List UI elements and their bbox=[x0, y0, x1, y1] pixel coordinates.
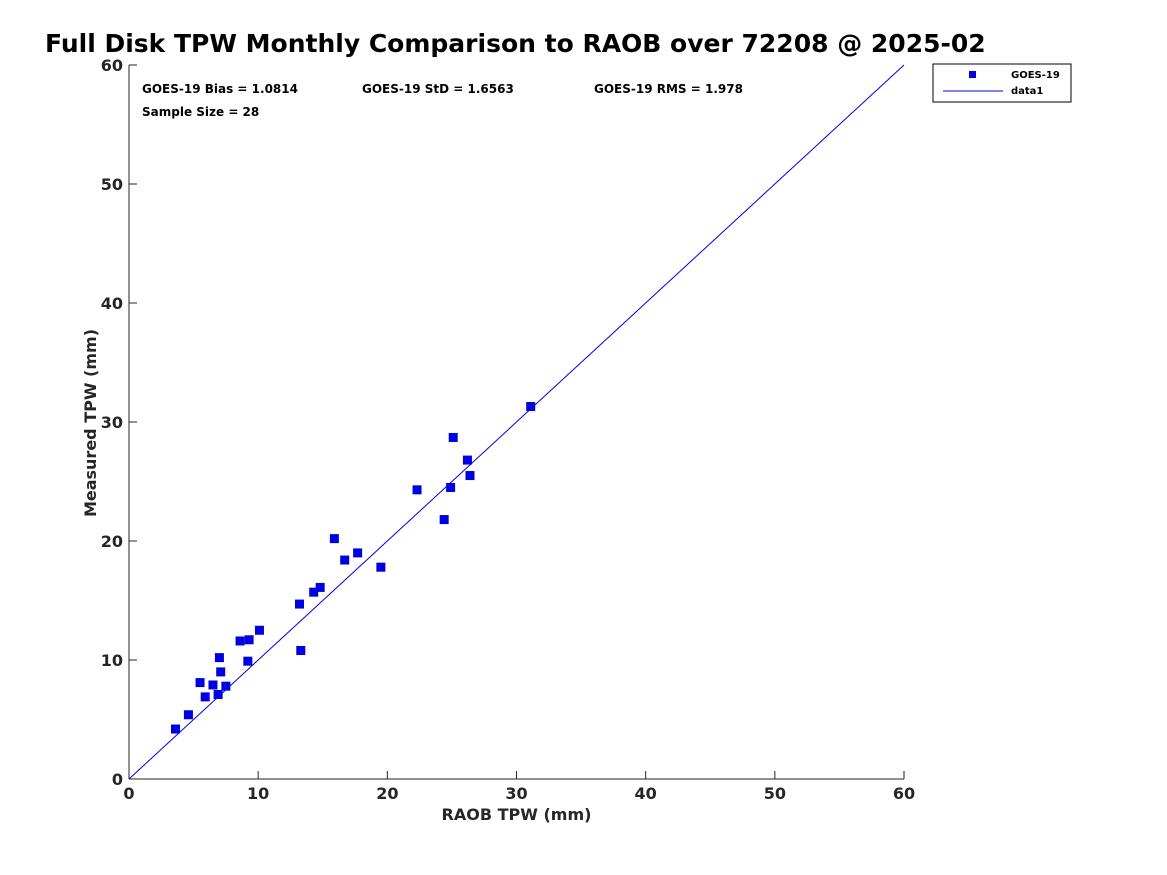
chart-title: Full Disk TPW Monthly Comparison to RAOB… bbox=[45, 29, 986, 58]
data-point bbox=[195, 678, 205, 688]
stat-rms: GOES-19 RMS = 1.978 bbox=[594, 82, 743, 96]
data-point bbox=[376, 562, 386, 572]
data-point bbox=[448, 432, 458, 442]
data-point bbox=[353, 548, 363, 558]
y-tick-label: 30 bbox=[101, 413, 123, 432]
data-point bbox=[465, 471, 475, 481]
y-tick-label: 10 bbox=[101, 651, 123, 670]
data-point bbox=[171, 724, 180, 734]
data-point bbox=[526, 402, 536, 412]
data-point bbox=[446, 482, 456, 492]
y-tick-label: 20 bbox=[101, 532, 123, 551]
data-point bbox=[221, 681, 231, 691]
data-point bbox=[235, 636, 245, 646]
stat-std: GOES-19 StD = 1.6563 bbox=[362, 82, 514, 96]
data-point bbox=[329, 534, 339, 544]
data-point bbox=[462, 455, 472, 465]
axes: 0 10 20 30 40 50 60 0 10 20 30 40 50 60 bbox=[101, 56, 915, 803]
data-point bbox=[295, 599, 304, 609]
data-point bbox=[214, 653, 224, 663]
plot-area bbox=[128, 64, 905, 780]
data-point bbox=[244, 635, 254, 645]
legend-label-data1: data1 bbox=[1011, 86, 1043, 97]
data-point bbox=[213, 690, 223, 700]
x-tick-label: 60 bbox=[893, 784, 915, 803]
y-axis-label: Measured TPW (mm) bbox=[81, 329, 100, 517]
data-point bbox=[243, 656, 253, 666]
x-axis-label: RAOB TPW (mm) bbox=[442, 805, 592, 824]
y-tick-label: 0 bbox=[112, 770, 123, 789]
legend-marker-goes19 bbox=[969, 71, 976, 78]
series-line-data1 bbox=[128, 64, 905, 780]
data-point bbox=[254, 625, 264, 635]
data-point bbox=[439, 515, 449, 525]
stat-bias: GOES-19 Bias = 1.0814 bbox=[142, 82, 298, 96]
stat-sample-size: Sample Size = 28 bbox=[142, 105, 259, 119]
data-point bbox=[315, 582, 325, 592]
data-point bbox=[309, 587, 319, 597]
data-point bbox=[208, 680, 218, 690]
y-tick-label: 60 bbox=[101, 56, 123, 75]
data-point bbox=[296, 645, 306, 655]
x-tick-label: 40 bbox=[635, 784, 657, 803]
y-tick-label: 50 bbox=[101, 175, 123, 194]
legend-label-goes19: GOES-19 bbox=[1011, 70, 1060, 81]
x-tick-label: 10 bbox=[247, 784, 269, 803]
data-point bbox=[412, 485, 422, 495]
x-tick-label: 20 bbox=[376, 784, 398, 803]
y-tick-label: 40 bbox=[101, 294, 123, 313]
x-tick-label: 30 bbox=[505, 784, 527, 803]
x-tick-label: 50 bbox=[764, 784, 786, 803]
legend-box bbox=[932, 63, 1072, 103]
data-point bbox=[183, 710, 193, 720]
data-point bbox=[340, 555, 350, 565]
data-point bbox=[200, 692, 210, 702]
x-tick-label: 0 bbox=[123, 784, 134, 803]
data-point bbox=[216, 667, 226, 677]
legend: GOES-19 data1 bbox=[932, 63, 1072, 103]
